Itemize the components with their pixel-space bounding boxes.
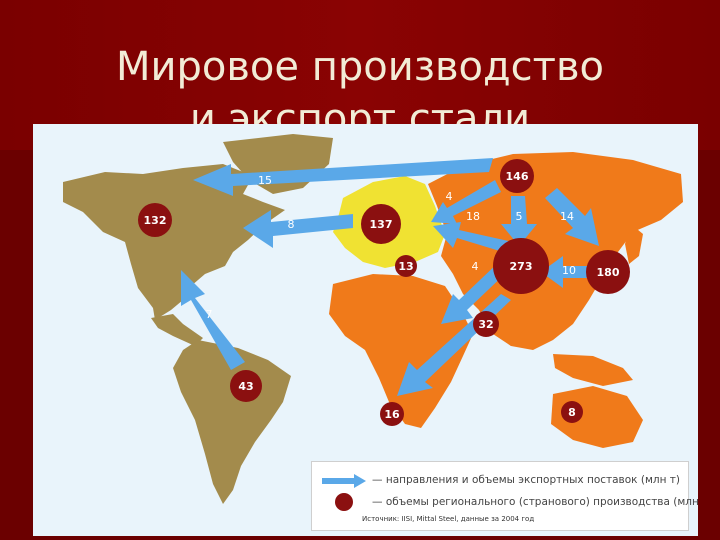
production-circle-japan-korea: 180 — [586, 250, 630, 294]
svg-text:273: 273 — [510, 260, 533, 273]
legend-arrow-text: — направления и объемы экспортных постав… — [372, 474, 680, 486]
arrow-label-4-china-mideast: 4 — [472, 260, 479, 273]
landmass-southeast-asia — [553, 354, 633, 386]
arrow-label-14: 14 — [560, 210, 574, 223]
production-circle-india: 32 — [473, 311, 499, 337]
svg-text:32: 32 — [478, 318, 493, 331]
arrow-japan-to-china — [541, 256, 599, 288]
production-circle-europe: 137 — [361, 204, 401, 244]
landmass-india — [473, 282, 533, 346]
arrow-europe-to-north-america — [243, 210, 353, 248]
arrow-russia-to-europe — [431, 180, 501, 224]
arrow-china-to-middle-east — [441, 260, 509, 324]
arrow-label-4-russia-europe: 4 — [446, 190, 453, 203]
production-circle-south-america: 43 — [230, 370, 262, 402]
title-line-1: Мировое производство — [115, 43, 605, 90]
arrow-russia-to-japan — [545, 188, 599, 246]
world-map-svg: 15 8 4 18 5 14 10 4 7 132 43 137 13 146 — [63, 134, 683, 504]
landmass-japan — [625, 224, 643, 264]
landmass-africa — [329, 274, 473, 428]
arrow-russia-to-north-america — [193, 158, 493, 196]
production-circle-south-africa: 16 — [380, 402, 404, 426]
legend-circle-icon — [335, 493, 353, 511]
legend-arrow-icon — [322, 474, 366, 488]
arrow-label-5: 5 — [516, 210, 523, 223]
production-circle-north-america: 132 — [138, 203, 172, 237]
landmass-asia — [428, 152, 683, 350]
svg-text:8: 8 — [568, 406, 576, 419]
production-circle-china: 273 — [493, 238, 549, 294]
arrow-label-8: 8 — [288, 218, 295, 231]
svg-text:146: 146 — [506, 170, 529, 183]
svg-text:16: 16 — [384, 408, 400, 421]
production-circle-russia: 146 — [500, 159, 534, 193]
legend-circle-text: — объемы регионального (странового) прои… — [372, 496, 698, 508]
svg-text:132: 132 — [144, 214, 167, 227]
arrow-russia-to-china — [501, 196, 537, 246]
arrow-label-18: 18 — [466, 210, 480, 223]
arrow-label-15: 15 — [258, 174, 272, 187]
svg-text:43: 43 — [238, 380, 253, 393]
svg-text:13: 13 — [398, 260, 413, 273]
world-map: 15 8 4 18 5 14 10 4 7 132 43 137 13 146 — [33, 124, 698, 536]
landmass-north-america — [63, 164, 285, 320]
svg-text:180: 180 — [597, 266, 620, 279]
svg-text:137: 137 — [370, 218, 393, 231]
arrow-south-america-to-north-america — [181, 270, 245, 370]
landmass-south-america — [173, 340, 291, 504]
arrow-china-to-europe — [433, 222, 513, 252]
production-circle-turkey: 13 — [395, 255, 417, 277]
arrow-label-10: 10 — [562, 264, 576, 277]
map-legend: — направления и объемы экспортных постав… — [311, 461, 698, 531]
arrow-label-7: 7 — [206, 308, 213, 321]
landmass-central-america — [151, 314, 203, 346]
legend-source: Источник: IISI, Mittal Steel, данные за … — [362, 515, 535, 523]
production-circle-australia: 8 — [561, 401, 583, 423]
